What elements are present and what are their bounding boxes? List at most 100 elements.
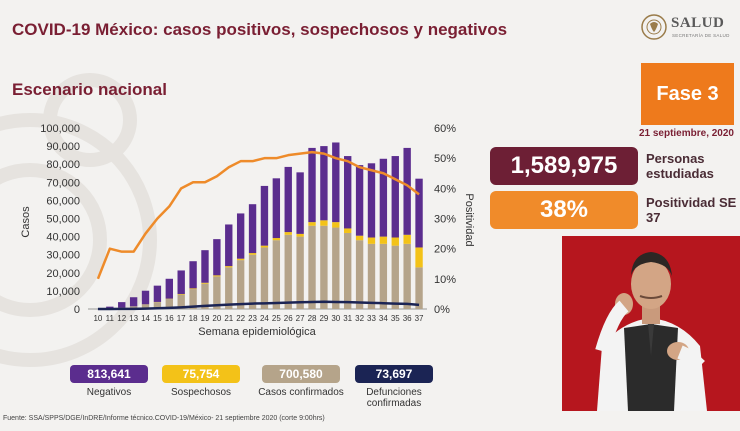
bar-negativos [308,147,316,223]
x-axis-label: Semana epidemiológica [198,326,316,338]
bar-negativos [403,147,411,235]
bar-negativos [201,250,209,283]
y-tick-label: 60,000 [46,195,80,207]
bar-sospechosos [272,238,281,241]
x-tick-label: 11 [106,314,115,323]
bar-negativos [296,172,304,234]
x-tick-label: 29 [319,314,328,323]
y-tick-label: 100,000 [40,123,80,135]
bar-sospechosos [367,237,376,244]
bar-negativos [272,178,281,239]
x-tick-label: 37 [415,314,424,323]
page-subtitle: Escenario nacional [12,80,167,99]
y-tick-label: 30,000 [46,250,80,262]
bar-casos-confirmados [177,294,185,309]
x-tick-label: 19 [201,314,210,323]
bar-casos-confirmados [391,245,399,309]
bar-casos-confirmados [284,234,292,309]
y-tick-label: 50,000 [46,214,80,226]
bar-casos-confirmados [236,260,245,309]
x-tick-label: 23 [248,314,257,323]
legend-value: 73,697 [355,365,433,383]
bar-casos-confirmados [344,232,352,309]
studied-label: Personas estudiadas [646,151,714,181]
bar-casos-confirmados [320,225,328,309]
line-positividad [96,150,420,280]
bar-sospechosos [260,245,269,248]
y2-tick-label: 10% [434,274,456,286]
bar-casos-confirmados [379,243,388,309]
bar-sospechosos [236,258,245,261]
y2-tick-label: 40% [434,183,456,195]
x-tick-label: 13 [129,314,138,323]
x-tick-label: 20 [212,314,221,323]
x-tick-label: 31 [343,314,352,323]
bar-sospechosos [225,266,233,268]
bar-casos-confirmados [213,276,221,309]
y-tick-label: 40,000 [46,232,80,244]
bar-negativos [284,166,292,233]
bar-sospechosos [332,222,340,228]
bar-sospechosos [391,237,399,246]
bar-negativos [236,213,245,259]
y2-tick-label: 0% [434,304,450,316]
bar-sospechosos [344,228,352,233]
covid-chart: 0 10,000 20,000 30,000 40,000 50,000 60,000 70,… [20,123,475,338]
bar-sospechosos [403,234,411,244]
bar-negativos [260,185,269,246]
bar-negativos [165,278,173,299]
bar-casos-confirmados [189,289,197,309]
bar-casos-confirmados [296,236,304,309]
y-tick-label: 90,000 [46,141,80,153]
x-tick-label: 14 [141,314,150,323]
bar-negativos [332,142,340,223]
bar-casos-confirmados [367,243,376,309]
legend-label: Negativos [86,387,132,398]
bar-negativos [225,224,233,267]
bar-sospechosos [201,282,209,284]
legend-value: 700,580 [262,365,340,383]
y2-tick-label: 50% [434,153,456,165]
x-tick-label: 34 [379,314,388,323]
y-tick-label: 10,000 [46,286,80,298]
bar-negativos [391,156,399,238]
x-tick-label: 15 [153,314,162,323]
y-axis-label: Casos [20,206,32,238]
bar-casos-confirmados [225,267,233,309]
x-tick-label: 28 [308,314,317,323]
source-note: Fuente: SSA/SPPS/DGE/InDRE/Informe técni… [3,415,325,422]
bar-negativos [320,146,328,221]
phase-badge: Fase 3 [641,63,734,125]
bar-negativos [355,165,364,236]
bar-casos-confirmados [332,227,340,309]
y-tick-label: 70,000 [46,177,80,189]
line-defunciones-confirmadas [97,300,420,311]
x-tick-label: 35 [391,314,400,323]
legend-label: Sospechosos [170,387,232,398]
x-tick-label: 12 [117,314,126,323]
salud-logo [641,14,667,40]
bar-sospechosos [415,247,423,268]
x-tick-label: 22 [236,314,245,323]
legend-label: Defunciones confirmadas [366,387,422,409]
legend-value: 813,641 [70,365,148,383]
bar-casos-confirmados [260,247,269,309]
y2-axis-label: Positividad [463,193,475,246]
bar-sospechosos [177,293,185,295]
legend-label: Casos confirmados [258,387,344,398]
bar-sospechosos [308,222,316,226]
positivity-label: Positividad SE 37 [646,195,737,225]
x-tick-label: 36 [403,314,412,323]
bar-negativos [118,302,126,308]
x-tick-label: 32 [355,314,364,323]
x-tick-label: 24 [260,314,269,323]
y2-tick-label: 30% [434,214,456,226]
bar-sospechosos [379,236,388,244]
bar-negativos [344,156,352,229]
logo-text: SALUD [671,15,725,31]
bar-sospechosos [189,288,197,290]
bar-sospechosos [248,253,257,255]
page-title: COVID-19 México: casos positivos, sospec… [12,20,508,39]
bar-casos-confirmados [141,304,150,309]
y-tick-label: 80,000 [46,159,80,171]
